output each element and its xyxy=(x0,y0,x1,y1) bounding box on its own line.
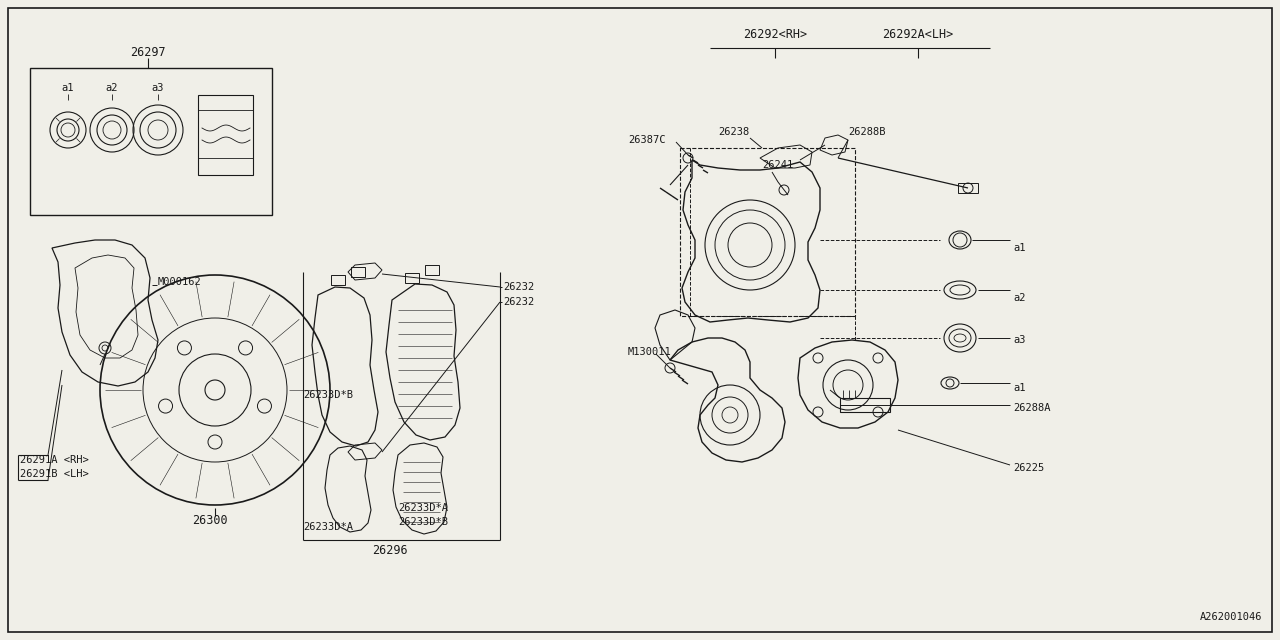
Bar xyxy=(840,398,890,412)
Text: a1: a1 xyxy=(1012,243,1025,253)
Text: 26233D*A: 26233D*A xyxy=(303,522,353,532)
Text: a2: a2 xyxy=(106,83,118,93)
Text: a2: a2 xyxy=(1012,293,1025,303)
Text: 26387C: 26387C xyxy=(628,135,666,145)
Bar xyxy=(29,68,273,215)
Text: a3: a3 xyxy=(152,83,164,93)
Text: 26238: 26238 xyxy=(718,127,749,137)
Text: a1: a1 xyxy=(1012,383,1025,393)
Text: 26233D*B: 26233D*B xyxy=(303,390,353,400)
Text: a1: a1 xyxy=(61,83,74,93)
Text: 26292A<LH>: 26292A<LH> xyxy=(882,29,954,42)
Text: 26233D*B: 26233D*B xyxy=(398,517,448,527)
Text: 26296: 26296 xyxy=(372,543,408,557)
Bar xyxy=(198,95,253,175)
Text: 26232: 26232 xyxy=(503,297,534,307)
Text: A262001046: A262001046 xyxy=(1199,612,1262,622)
Bar xyxy=(404,273,419,283)
Text: 26241: 26241 xyxy=(762,160,794,170)
Text: 26291B <LH>: 26291B <LH> xyxy=(20,469,88,479)
Text: M130011: M130011 xyxy=(628,347,672,357)
Text: 26292<RH>: 26292<RH> xyxy=(742,29,808,42)
Text: 26225: 26225 xyxy=(1012,463,1044,473)
Text: 26288B: 26288B xyxy=(849,127,886,137)
Text: 26288A: 26288A xyxy=(1012,403,1051,413)
Bar xyxy=(957,183,978,193)
Bar xyxy=(425,265,439,275)
Text: 26297: 26297 xyxy=(131,45,166,58)
Text: 26233D*A: 26233D*A xyxy=(398,503,448,513)
Bar xyxy=(332,275,346,285)
Text: M000162: M000162 xyxy=(157,277,202,287)
Bar xyxy=(351,267,365,277)
Text: 26291A <RH>: 26291A <RH> xyxy=(20,455,88,465)
Bar xyxy=(680,148,855,316)
Text: 26232: 26232 xyxy=(503,282,534,292)
Text: a3: a3 xyxy=(1012,335,1025,345)
Text: 26300: 26300 xyxy=(192,513,228,527)
